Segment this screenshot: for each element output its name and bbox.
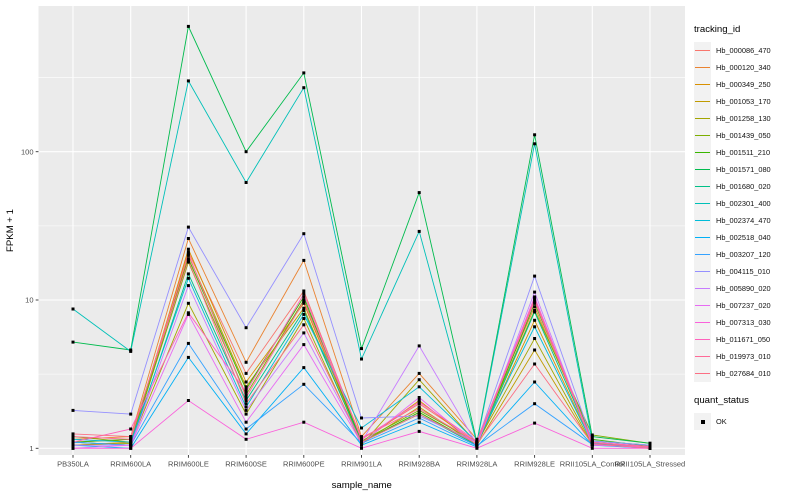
legend-item-label: Hb_001439_050 xyxy=(716,131,771,140)
legend-item-label: Hb_001571_080 xyxy=(716,165,771,174)
legend-item: Hb_000086_470 xyxy=(694,42,798,59)
legend-item-label: Hb_000120_340 xyxy=(716,63,771,72)
svg-text:RRII105LA_Control: RRII105LA_Control xyxy=(560,460,625,469)
legend-key-line-icon xyxy=(694,195,711,212)
legend-key-line-icon xyxy=(694,365,711,382)
legend-title-tracking-id: tracking_id xyxy=(694,24,741,35)
legend-item: Hb_001571_080 xyxy=(694,161,798,178)
svg-text:RRIM928LE: RRIM928LE xyxy=(514,460,555,469)
legend-item-label: Hb_004115_010 xyxy=(716,267,771,276)
legend-item: Hb_011671_050 xyxy=(694,331,798,348)
legend-item: Hb_002301_400 xyxy=(694,195,798,212)
axis-titles: sample_name FPKM + 1 xyxy=(5,209,392,491)
axis-tick-labels: 1 10 100 PB350LA RRIM600LA RRIM600LE RRIM600SE… xyxy=(21,147,685,468)
legend-item: Hb_001258_130 xyxy=(694,110,798,127)
legend-item: Hb_001511_210 xyxy=(694,144,798,161)
legend-item-label: Hb_005890_020 xyxy=(716,284,771,293)
legend-key-line-icon xyxy=(694,110,711,127)
legend-key-line-icon xyxy=(694,212,711,229)
legend-item-label: Hb_019973_010 xyxy=(716,352,771,361)
legend-key-line-icon xyxy=(694,348,711,365)
legend-key-line-icon xyxy=(694,263,711,280)
legend-title-quant-status: quant_status xyxy=(694,395,749,406)
legend-item-label: Hb_011671_050 xyxy=(716,335,771,344)
legend-item: Hb_007313_030 xyxy=(694,314,798,331)
legend-item-label: Hb_001053_170 xyxy=(716,97,771,106)
legend-key-square-icon xyxy=(694,413,711,430)
svg-text:RRIM600SE: RRIM600SE xyxy=(225,460,267,469)
legend-item: Hb_019973_010 xyxy=(694,348,798,365)
x-axis-title: sample_name xyxy=(332,480,392,491)
y-axis-title: FPKM + 1 xyxy=(5,209,16,252)
legend-item: Hb_004115_010 xyxy=(694,263,798,280)
plot-area: 1 10 100 PB350LA RRIM600LA RRIM600LE RRIM600SE… xyxy=(5,6,685,491)
legend-item-label: Hb_007237_020 xyxy=(716,301,771,310)
legend-item: Hb_001680_020 xyxy=(694,178,798,195)
legend-item-label: Hb_002374_470 xyxy=(716,216,771,225)
svg-text:RRIM600LA: RRIM600LA xyxy=(110,460,151,469)
legend-item-label: OK xyxy=(716,417,727,426)
legend-item: Hb_005890_020 xyxy=(694,280,798,297)
legend-key-line-icon xyxy=(694,331,711,348)
svg-text:RRIM928LA: RRIM928LA xyxy=(456,460,497,469)
svg-text:10: 10 xyxy=(25,296,33,305)
legend-item-label: Hb_001680_020 xyxy=(716,182,771,191)
legend-key-line-icon xyxy=(694,280,711,297)
legend-key-line-icon xyxy=(694,144,711,161)
legend-item: Hb_002374_470 xyxy=(694,212,798,229)
legend-item-label: Hb_002301_400 xyxy=(716,199,771,208)
legend-item: Hb_000349_250 xyxy=(694,76,798,93)
data-points xyxy=(71,24,652,450)
legend-key-line-icon xyxy=(694,229,711,246)
axis-ticks xyxy=(35,151,651,458)
legend-key-line-icon xyxy=(694,246,711,263)
svg-text:100: 100 xyxy=(21,147,34,156)
legend-key-line-icon xyxy=(694,76,711,93)
legend-item-quant-status: OK xyxy=(694,413,798,430)
legend: tracking_id Hb_000086_470 Hb_000120_340 Hb… xyxy=(694,24,798,430)
legend-key-line-icon xyxy=(694,161,711,178)
legend-item-label: Hb_003207_120 xyxy=(716,250,771,259)
legend-item: Hb_003207_120 xyxy=(694,246,798,263)
legend-item: Hb_000120_340 xyxy=(694,59,798,76)
svg-text:RRIM901LA: RRIM901LA xyxy=(341,460,382,469)
legend-item-label: Hb_000086_470 xyxy=(716,46,771,55)
legend-item: Hb_002518_040 xyxy=(694,229,798,246)
svg-text:RRII105LA_Stressed: RRII105LA_Stressed xyxy=(615,460,685,469)
svg-text:RRIM928BA: RRIM928BA xyxy=(398,460,440,469)
svg-text:PB350LA: PB350LA xyxy=(57,460,89,469)
legend-item-label: Hb_000349_250 xyxy=(716,80,771,89)
svg-text:RRIM600PE: RRIM600PE xyxy=(283,460,325,469)
legend-item-label: Hb_027684_010 xyxy=(716,369,771,378)
svg-text:RRIM600LE: RRIM600LE xyxy=(168,460,209,469)
legend-key-line-icon xyxy=(694,127,711,144)
legend-item: Hb_007237_020 xyxy=(694,297,798,314)
legend-color-items: Hb_000086_470 Hb_000120_340 Hb_000349_250 H… xyxy=(694,42,798,382)
legend-item-label: Hb_001258_130 xyxy=(716,114,771,123)
legend-item-label: Hb_007313_030 xyxy=(716,318,771,327)
svg-text:1: 1 xyxy=(29,444,33,453)
legend-item-label: Hb_002518_040 xyxy=(716,233,771,242)
legend-key-line-icon xyxy=(694,93,711,110)
legend-shape-items: OK xyxy=(694,413,798,430)
legend-key-line-icon xyxy=(694,178,711,195)
legend-item: Hb_001053_170 xyxy=(694,93,798,110)
legend-key-line-icon xyxy=(694,42,711,59)
legend-item: Hb_001439_050 xyxy=(694,127,798,144)
legend-key-line-icon xyxy=(694,297,711,314)
legend-item-label: Hb_001511_210 xyxy=(716,148,771,157)
legend-item: Hb_027684_010 xyxy=(694,365,798,382)
legend-key-line-icon xyxy=(694,314,711,331)
legend-key-line-icon xyxy=(694,59,711,76)
